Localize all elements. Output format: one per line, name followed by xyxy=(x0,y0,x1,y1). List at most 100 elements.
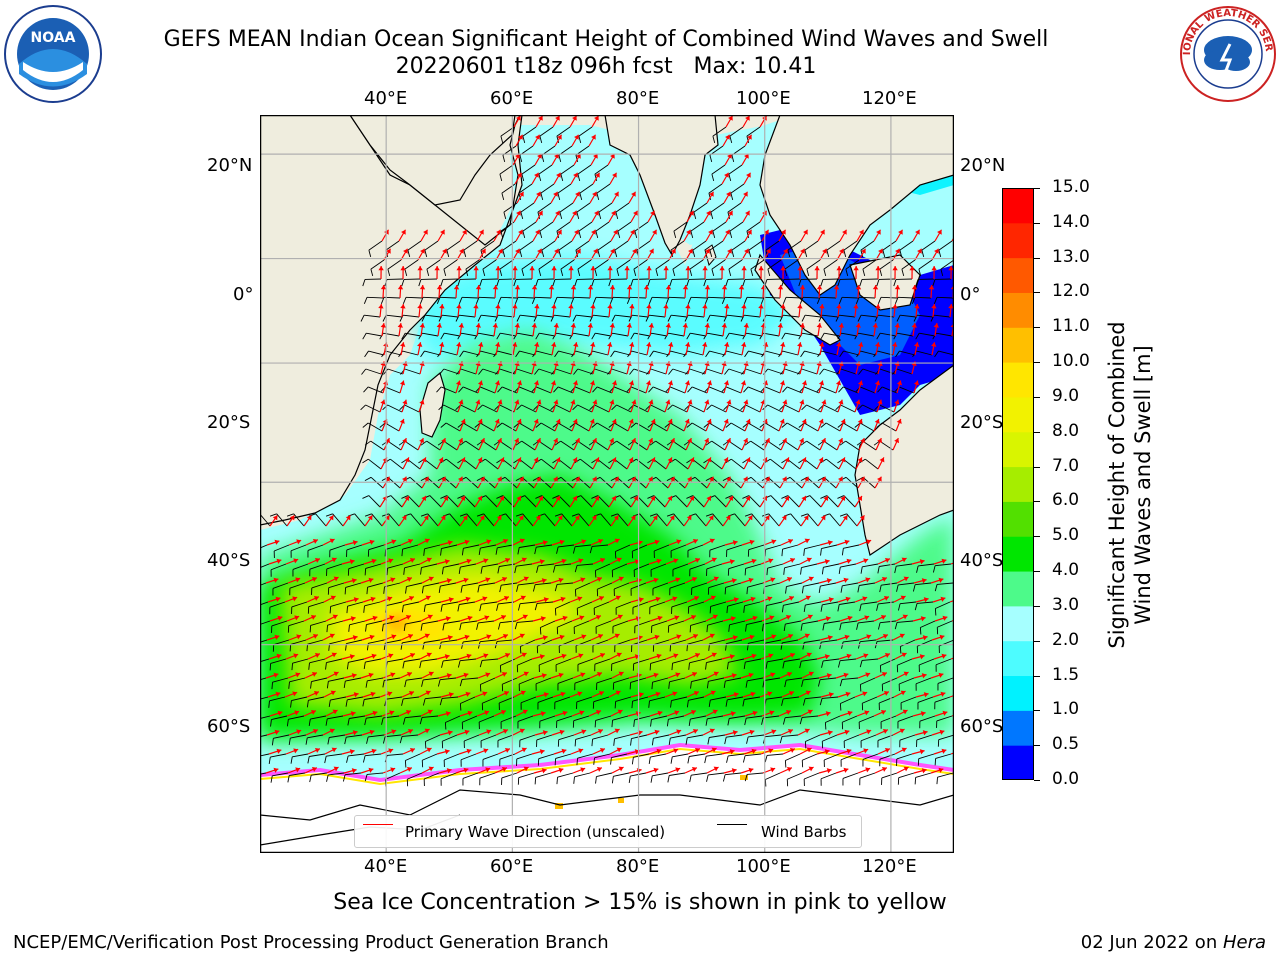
wind-barb xyxy=(594,259,609,277)
wind-barb xyxy=(308,715,327,727)
wind-barb xyxy=(440,772,457,786)
wave-direction-arrow xyxy=(478,634,492,641)
wave-direction-arrow xyxy=(571,514,580,527)
wave-direction-arrow xyxy=(798,495,807,508)
wind-barb xyxy=(708,696,727,708)
wind-barb xyxy=(286,513,305,527)
wave-direction-arrow xyxy=(874,671,888,679)
wave-direction-arrow xyxy=(838,457,846,470)
wind-barb xyxy=(465,259,480,277)
wave-direction-arrow xyxy=(591,690,605,698)
wind-barb xyxy=(591,734,609,747)
wave-direction-arrow xyxy=(516,380,523,394)
wind-barb xyxy=(669,582,686,596)
wave-direction-arrow xyxy=(551,634,565,641)
wave-direction-arrow xyxy=(457,399,464,413)
wave-direction-arrow xyxy=(589,576,603,584)
wave-direction-arrow xyxy=(570,558,584,565)
wave-direction-arrow xyxy=(288,729,302,736)
wave-direction-arrow xyxy=(665,323,671,337)
wave-direction-arrow xyxy=(892,437,900,451)
lon-label-bottom-60e: 60°E xyxy=(490,856,534,877)
wind-barb xyxy=(538,259,553,277)
wave-direction-arrow xyxy=(474,691,488,698)
wind-barb xyxy=(708,183,723,201)
wave-direction-arrow xyxy=(439,540,453,546)
wind-barb xyxy=(289,639,307,652)
wind-barb xyxy=(801,314,822,322)
wave-direction-arrow xyxy=(307,747,321,755)
wave-direction-arrow xyxy=(440,692,454,698)
wind-barb xyxy=(858,368,879,375)
wind-barb xyxy=(476,513,495,527)
wind-barb xyxy=(651,677,669,690)
wave-direction-arrow xyxy=(763,539,777,546)
wave-direction-arrow xyxy=(930,767,944,774)
wind-barb xyxy=(610,753,628,765)
wave-direction-arrow xyxy=(648,653,662,660)
wind-barb xyxy=(782,296,803,304)
wave-direction-arrow xyxy=(817,229,826,242)
wind-barb xyxy=(858,715,875,730)
wind-barb xyxy=(420,620,439,631)
wind-barb xyxy=(384,458,404,470)
wave-direction-arrow xyxy=(782,747,796,755)
wave-direction-arrow xyxy=(514,172,523,185)
colorbar-tick-label: 9.0 xyxy=(1052,385,1080,406)
wind-barb xyxy=(647,495,666,508)
wind-barb xyxy=(423,772,440,787)
wind-barb xyxy=(515,440,536,451)
colorbar-tick-label: 5.0 xyxy=(1052,525,1080,546)
wind-barb xyxy=(857,314,878,322)
wind-barb xyxy=(578,126,593,144)
wind-barb xyxy=(310,677,328,689)
wind-barb xyxy=(535,422,556,432)
wave-direction-arrow xyxy=(934,710,948,717)
wave-direction-arrow xyxy=(645,672,659,679)
wave-direction-arrow xyxy=(724,730,738,736)
wave-direction-arrow xyxy=(876,690,890,698)
wind-barb xyxy=(933,296,954,304)
wave-direction-arrow xyxy=(325,709,338,717)
wind-barb xyxy=(687,753,706,764)
wind-barb xyxy=(382,677,401,688)
wave-direction-arrow xyxy=(436,749,450,755)
wave-direction-arrow xyxy=(534,730,548,736)
wave-direction-arrow xyxy=(475,748,489,755)
wave-direction-arrow xyxy=(360,672,374,679)
wave-direction-arrow xyxy=(323,690,336,698)
wave-direction-arrow xyxy=(817,616,831,622)
wind-barb xyxy=(479,772,496,786)
wind-barb xyxy=(801,404,822,413)
wind-barb xyxy=(634,620,651,634)
wave-direction-arrow xyxy=(285,748,299,755)
wave-direction-arrow xyxy=(344,730,358,736)
wave-direction-arrow xyxy=(838,653,852,660)
wave-direction-arrow xyxy=(857,672,871,679)
wave-direction-arrow xyxy=(856,710,870,717)
wind-barb xyxy=(462,772,479,786)
wind-barb xyxy=(535,495,554,508)
wave-direction-arrow xyxy=(611,576,624,584)
wind-barb xyxy=(498,696,515,711)
wind-barb xyxy=(475,296,496,304)
arabia-land xyxy=(349,115,516,206)
wave-direction-arrow xyxy=(646,729,660,736)
wave-direction-arrow xyxy=(629,342,635,356)
wind-barb xyxy=(537,753,555,766)
wave-direction-arrow xyxy=(531,654,545,660)
wind-barb xyxy=(781,601,800,613)
wind-barb xyxy=(837,658,857,668)
wave-direction-arrow xyxy=(816,559,830,565)
wind-barb xyxy=(614,544,631,559)
lat-label-left-0: 0° xyxy=(233,284,254,305)
wind-barb xyxy=(839,350,860,358)
wind-barb xyxy=(540,183,555,201)
wave-direction-arrow xyxy=(836,539,850,546)
wave-direction-arrow xyxy=(725,210,734,223)
wave-direction-arrow xyxy=(590,538,604,546)
wind-barb xyxy=(781,422,802,432)
wind-barb xyxy=(818,582,837,594)
wind-barb xyxy=(289,582,306,596)
wind-barb xyxy=(260,544,268,549)
